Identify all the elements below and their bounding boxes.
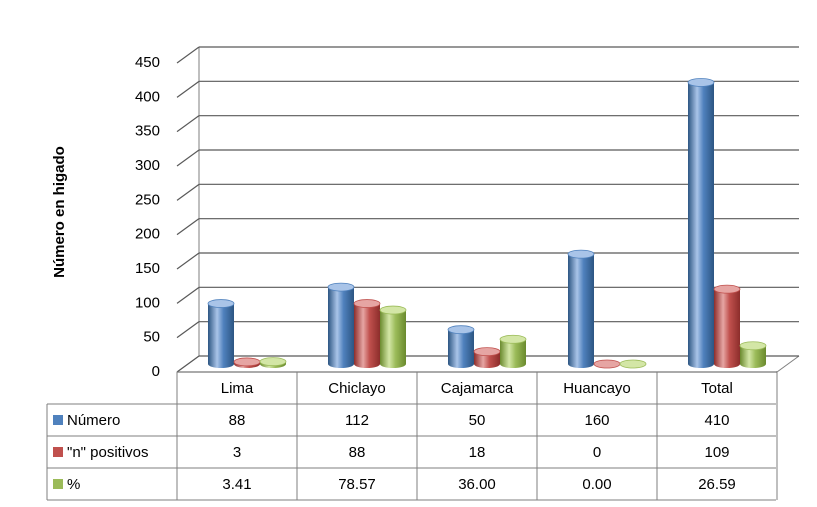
gridline-side <box>176 321 200 339</box>
table-cell: 3.41 <box>222 476 251 493</box>
bar <box>739 341 767 368</box>
bar-top <box>619 359 647 369</box>
bar <box>619 359 647 369</box>
bar-top <box>499 334 527 344</box>
table-cell: 26.59 <box>698 476 736 493</box>
gridline-side <box>176 46 200 64</box>
table-cell: 109 <box>704 444 729 461</box>
bar-body <box>714 289 740 368</box>
y-tick-label: 450 <box>135 54 160 71</box>
table-cell: 0 <box>593 444 601 461</box>
bars <box>207 78 767 369</box>
table-cell: 112 <box>345 412 369 429</box>
legend-key <box>53 479 63 489</box>
bar-top <box>327 282 355 292</box>
bar-body <box>354 303 380 368</box>
bar <box>473 347 501 368</box>
bar-body <box>568 254 594 368</box>
legend-key <box>53 447 63 457</box>
bar <box>259 357 287 368</box>
table-cell: 78.57 <box>338 476 376 493</box>
y-tick-label: 150 <box>135 260 160 277</box>
bar-body <box>328 287 354 368</box>
bar <box>327 282 355 368</box>
table-cell: 18 <box>469 444 486 461</box>
gridline-side <box>176 149 200 167</box>
bar-body <box>688 82 714 368</box>
gridline-side <box>176 218 200 236</box>
table-cell: 88 <box>349 444 366 461</box>
gridline-side <box>176 286 200 304</box>
table-cell: 0.00 <box>582 476 611 493</box>
bar-body <box>380 310 406 368</box>
bar-top <box>353 299 381 308</box>
bar-top <box>593 359 621 369</box>
y-tick-label: 0 <box>152 363 160 380</box>
bar-top <box>567 249 595 259</box>
table-cell: 3 <box>233 444 241 461</box>
y-axis: 0 50 100 150 200 250 300 350 400 450 <box>135 54 160 380</box>
bar-top <box>379 305 407 315</box>
data-table: Lima Chiclayo Cajamarca Huancayo Total Número… <box>46 371 778 501</box>
floor-right-edge <box>776 355 800 373</box>
bar-top <box>259 357 287 367</box>
y-tick-label: 400 <box>135 88 160 105</box>
bar-body <box>448 329 474 368</box>
bar <box>207 299 235 368</box>
bar-top <box>447 325 475 335</box>
category-label: Cajamarca <box>441 380 514 397</box>
table-cell: 36.00 <box>458 476 496 493</box>
bar-top <box>739 341 767 351</box>
y-tick-label: 350 <box>135 123 160 140</box>
table-cell: 50 <box>469 412 486 429</box>
bar <box>687 78 715 368</box>
bar <box>593 359 621 369</box>
bar-body <box>500 339 526 368</box>
bar <box>567 249 595 368</box>
table-cell: 88 <box>229 412 246 429</box>
y-tick-label: 50 <box>143 329 160 346</box>
bar-body <box>474 351 500 368</box>
legend-key <box>53 415 63 425</box>
y-axis-label: Número en higado <box>51 146 68 278</box>
bar <box>447 325 475 368</box>
bar-top <box>713 284 741 294</box>
bar-top <box>473 347 501 357</box>
bar-top <box>687 78 715 87</box>
bar <box>233 357 261 368</box>
bar <box>353 299 381 368</box>
table-cell: 410 <box>704 412 729 429</box>
legend-label: "n" positivos <box>67 444 149 461</box>
bar <box>499 334 527 368</box>
category-label: Lima <box>221 380 254 397</box>
bar-body <box>208 303 234 368</box>
gridline-side <box>176 80 200 98</box>
legend-label: % <box>67 476 80 493</box>
category-label: Chiclayo <box>328 380 386 397</box>
y-tick-label: 300 <box>135 157 160 174</box>
gridline-side <box>176 115 200 133</box>
bar-top <box>207 299 235 308</box>
y-tick-label: 250 <box>135 191 160 208</box>
category-label: Total <box>701 380 733 397</box>
y-tick-label: 200 <box>135 226 160 243</box>
table-cell: 160 <box>584 412 609 429</box>
gridline-side <box>176 252 200 270</box>
y-tick-label: 100 <box>135 294 160 311</box>
legend-label: Número <box>67 412 120 429</box>
bar <box>379 305 407 368</box>
gridline-side <box>176 183 200 201</box>
bar-body <box>740 345 766 368</box>
bar-top <box>233 357 261 367</box>
category-label: Huancayo <box>563 380 631 397</box>
gridline-side <box>176 355 200 373</box>
bar <box>713 284 741 368</box>
